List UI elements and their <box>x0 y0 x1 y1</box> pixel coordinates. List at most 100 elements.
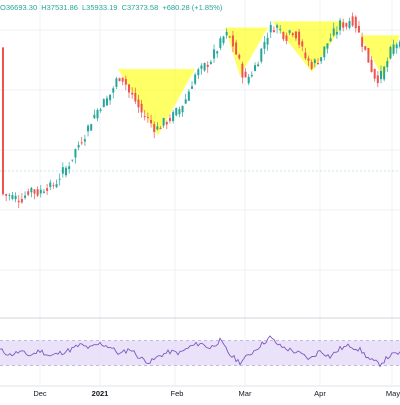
candle-body <box>285 35 288 41</box>
candle-body <box>65 167 67 176</box>
candle-body <box>339 20 342 31</box>
candle-body <box>386 61 389 68</box>
candle-body <box>184 99 187 104</box>
candle-body <box>298 31 301 45</box>
candle-body <box>206 64 209 67</box>
candle-body <box>250 74 253 77</box>
candle-body <box>99 109 102 111</box>
candle-body <box>342 22 345 28</box>
candle-body <box>320 57 323 62</box>
grid <box>0 0 400 386</box>
candle-body <box>254 65 256 71</box>
candle-body <box>11 195 14 199</box>
change-value: +680.28 (+1.85%) <box>162 3 223 12</box>
candles <box>2 12 400 209</box>
candle-body <box>33 189 36 194</box>
candle-body <box>134 93 137 102</box>
candle-body <box>39 189 42 194</box>
candle-body <box>137 99 140 108</box>
candle-body <box>58 178 61 180</box>
candle-body <box>83 139 86 142</box>
candle-body <box>272 30 275 33</box>
candle-body <box>172 112 175 121</box>
candle-body <box>389 47 392 59</box>
candle-body <box>351 16 354 26</box>
candle-body <box>87 125 90 132</box>
candle-body <box>307 58 310 61</box>
candle-body <box>357 25 360 33</box>
candle-body <box>376 75 379 84</box>
candle-body <box>49 182 52 188</box>
candle-body <box>231 35 234 47</box>
candle-body <box>244 71 247 78</box>
candle-body <box>8 194 11 196</box>
candle-body <box>115 78 118 87</box>
low-value: L35933.19 <box>82 3 118 12</box>
candle-body <box>370 59 373 72</box>
candle-body <box>260 48 263 62</box>
x-axis: Dec 2021 Feb Mar Apr May <box>33 389 400 398</box>
candle-body <box>228 36 231 38</box>
ohlc-readout: O36693.30 H37531.86 L35933.19 C37373.58 … <box>0 3 224 12</box>
open-value: O36693.30 <box>0 3 38 12</box>
candle-body <box>24 195 27 198</box>
candle-body <box>288 30 291 33</box>
candle-body <box>131 92 134 95</box>
candle-body <box>168 118 171 121</box>
candle-body <box>310 62 313 69</box>
pattern-overlays <box>118 21 400 136</box>
candle-body <box>162 117 165 126</box>
candle-body <box>392 44 395 54</box>
candle-body <box>225 31 228 36</box>
candle-body <box>197 69 200 76</box>
candle-body <box>102 99 105 108</box>
candle-body <box>109 94 112 101</box>
candle-body <box>354 16 357 29</box>
candle-body <box>159 127 162 129</box>
candle-body <box>27 191 30 195</box>
candle-body <box>61 167 64 174</box>
candle-body <box>257 64 260 67</box>
x-axis-label-may: May <box>386 389 400 398</box>
candle-body <box>14 195 17 200</box>
candle-body <box>128 84 130 93</box>
candle-body <box>345 23 348 27</box>
x-axis-label-dec: Dec <box>33 389 47 398</box>
candle-body <box>71 159 74 161</box>
candle-body <box>2 47 4 195</box>
candle-body <box>96 109 99 119</box>
candle-body <box>5 194 8 196</box>
pattern-2 <box>225 27 268 77</box>
candle-body <box>317 62 319 65</box>
candle-body <box>55 184 58 188</box>
rsi-pane <box>0 335 400 368</box>
candle-body <box>150 120 153 124</box>
candle-body <box>105 98 108 106</box>
candle-body <box>276 25 279 28</box>
candle-body <box>304 52 307 59</box>
candle-body <box>395 44 398 49</box>
high-value: H37531.86 <box>41 3 78 12</box>
candle-body <box>326 43 329 49</box>
candle-body <box>373 69 376 79</box>
candle-body <box>175 108 178 116</box>
candle-body <box>90 124 93 131</box>
candle-body <box>313 59 316 64</box>
x-axis-label-mar: Mar <box>239 389 252 398</box>
candle-body <box>361 37 364 47</box>
candle-body <box>194 74 197 84</box>
candle-body <box>241 63 244 78</box>
candle-body <box>68 166 71 170</box>
candle-body <box>213 49 216 59</box>
candle-body <box>200 65 203 69</box>
candle-body <box>80 142 83 144</box>
candle-body <box>282 32 285 40</box>
rsi-line <box>0 335 400 368</box>
candle-body <box>146 117 149 118</box>
candle-body <box>269 24 272 33</box>
candle-body <box>301 41 304 47</box>
candle-body <box>178 109 181 115</box>
pattern-3 <box>272 21 345 73</box>
